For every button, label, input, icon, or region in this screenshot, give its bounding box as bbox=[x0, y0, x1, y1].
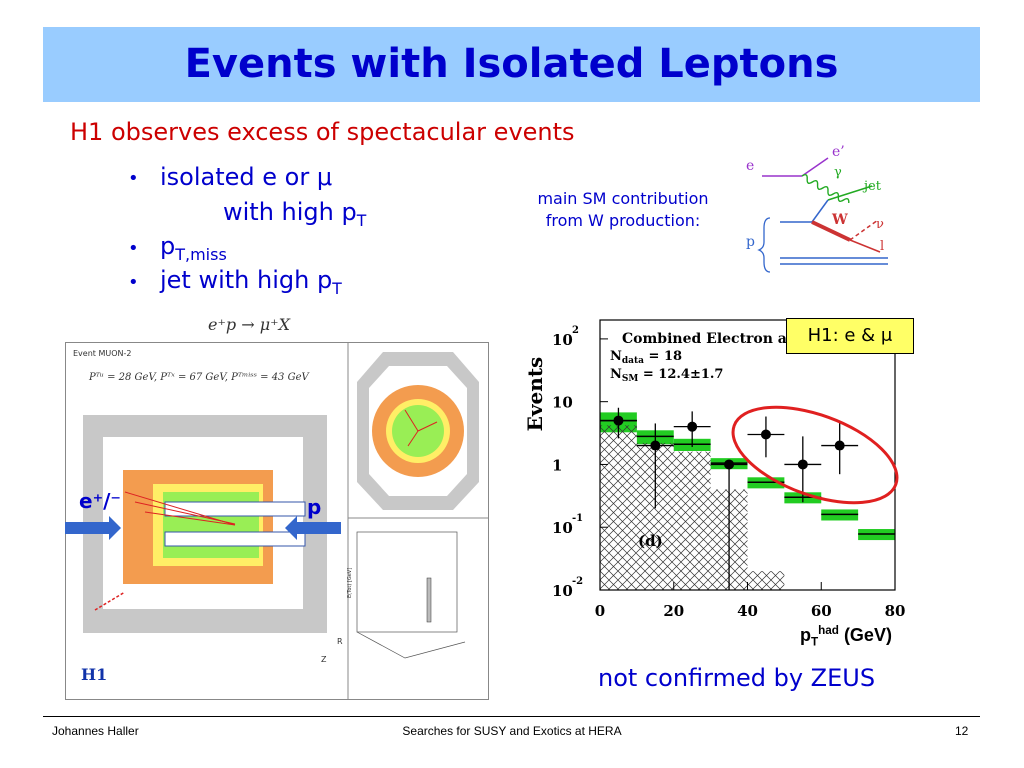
transverse-track-1 bbox=[404, 409, 419, 432]
e-beam-label: e⁺/⁻ bbox=[79, 489, 121, 513]
feynman-jet-label: jet bbox=[862, 179, 882, 194]
feynman-e-prime-label: e’ bbox=[832, 144, 845, 160]
p-beam-arrow bbox=[285, 516, 341, 540]
y-tick-exponent: -1 bbox=[572, 513, 583, 524]
lepton-line bbox=[849, 239, 881, 253]
w-production-bar bbox=[600, 425, 637, 590]
feynman-e-label: e bbox=[746, 158, 754, 174]
track-3 bbox=[144, 511, 236, 526]
feynman-w-label: W bbox=[831, 212, 848, 228]
x-axis-label: pThad (GeV) bbox=[800, 624, 892, 649]
lego-tower bbox=[426, 577, 432, 623]
y-tick-exponent: 2 bbox=[572, 325, 579, 336]
e-beam-arrow bbox=[65, 516, 121, 540]
photon-line bbox=[801, 173, 850, 204]
bullet-marker: • bbox=[128, 272, 139, 293]
event-display: Event MUON-2 Pᵀᵘ = 28 GeV, Pᵀˣ = 67 GeV,… bbox=[65, 342, 489, 700]
neutrino-line bbox=[849, 219, 879, 241]
h1-detector-label: H1 bbox=[81, 665, 107, 684]
data-point bbox=[687, 421, 698, 432]
event-id: Event MUON-2 bbox=[73, 349, 131, 358]
beam-pipe-top bbox=[164, 501, 306, 517]
y-tick-label: 1 bbox=[552, 456, 562, 474]
feynman-diagram: e e’ γ jet W ν l p bbox=[746, 144, 888, 273]
y-axis-label: Events bbox=[523, 357, 547, 432]
stats-line: Ndata = 18 bbox=[610, 349, 682, 366]
p-beam-label: p bbox=[307, 495, 321, 519]
subhead: H1 observes excess of spectacular events bbox=[70, 118, 575, 146]
h1-badge: H1: e & μ bbox=[786, 318, 914, 354]
z-axis-label: Z bbox=[321, 655, 327, 664]
lego-axes bbox=[356, 531, 458, 633]
y-tick-label: 10 bbox=[552, 394, 573, 412]
transverse-track-3 bbox=[407, 430, 419, 447]
x-tick-label: 60 bbox=[811, 602, 832, 620]
data-point bbox=[760, 429, 771, 440]
data-point bbox=[650, 440, 661, 451]
data-point bbox=[613, 415, 624, 426]
muon-track bbox=[94, 591, 126, 611]
footer-author: Johannes Haller bbox=[52, 724, 139, 738]
reaction-formula: e⁺p → μ⁺X bbox=[208, 315, 290, 334]
sm-note-line-2: from W production: bbox=[545, 211, 701, 230]
excess-highlight-ellipse bbox=[731, 405, 899, 505]
footer-rule bbox=[43, 716, 980, 717]
y-tick-label: 10 bbox=[552, 582, 573, 600]
r-axis-label: R bbox=[337, 637, 343, 646]
bullet-marker: • bbox=[128, 168, 139, 189]
data-point bbox=[834, 440, 845, 451]
x-tick-label: 0 bbox=[595, 602, 605, 620]
w-production-bar bbox=[747, 571, 785, 590]
bullet-1-line-1: isolated e or μ bbox=[160, 163, 333, 191]
event-kinematics: Pᵀᵘ = 28 GeV, Pᵀˣ = 67 GeV, Pᵀᵐⁱˢˢ = 43 … bbox=[88, 372, 311, 383]
jet-line bbox=[827, 185, 873, 201]
bullet-1-line-2: with high pT bbox=[223, 198, 367, 230]
bullet-3: jet with high pT bbox=[160, 266, 342, 298]
beam-pipe-bottom bbox=[164, 531, 306, 547]
w-boson-line bbox=[811, 220, 851, 242]
footer-page-number: 12 bbox=[955, 724, 969, 738]
y-tick-label: 10 bbox=[552, 331, 573, 349]
w-production-bar bbox=[673, 451, 711, 590]
data-point bbox=[724, 459, 735, 470]
sm-note-line-1: main SM contribution bbox=[537, 189, 709, 208]
slide-title: Events with Isolated Leptons bbox=[184, 41, 839, 87]
feynman-nu-label: ν bbox=[876, 217, 884, 232]
lego-ylabel: E(Tot) [GeV] bbox=[347, 568, 353, 598]
bullet-marker: • bbox=[128, 238, 139, 259]
quark-line bbox=[811, 199, 829, 223]
y-tick-exponent: -2 bbox=[572, 576, 583, 587]
footer-talk-title: Searches for SUSY and Exotics at HERA bbox=[402, 724, 622, 738]
sm-contribution-note: main SM contribution from W production: bbox=[503, 188, 743, 232]
feynman-l-label: l bbox=[880, 239, 884, 254]
outgoing-electron-line bbox=[801, 157, 829, 177]
track-2 bbox=[134, 501, 236, 525]
data-point bbox=[797, 459, 808, 470]
proton-brace bbox=[757, 217, 771, 273]
lego-base bbox=[356, 631, 466, 659]
x-tick-label: 20 bbox=[663, 602, 684, 620]
x-tick-label: 40 bbox=[737, 602, 758, 620]
chart-title: Combined Electron a bbox=[622, 331, 787, 347]
feynman-p-label: p bbox=[746, 234, 755, 250]
transverse-track-2 bbox=[417, 421, 438, 432]
feynman-gamma-label: γ bbox=[834, 165, 842, 180]
stats-line: NSM = 12.4±1.7 bbox=[610, 367, 723, 384]
zeus-conclusion: not confirmed by ZEUS bbox=[598, 664, 876, 692]
title-bar bbox=[43, 27, 980, 102]
panel-label: (d) bbox=[638, 532, 663, 550]
x-tick-label: 80 bbox=[885, 602, 906, 620]
y-tick-label: 10 bbox=[552, 519, 573, 537]
bullet-2: pT,miss bbox=[160, 232, 227, 264]
